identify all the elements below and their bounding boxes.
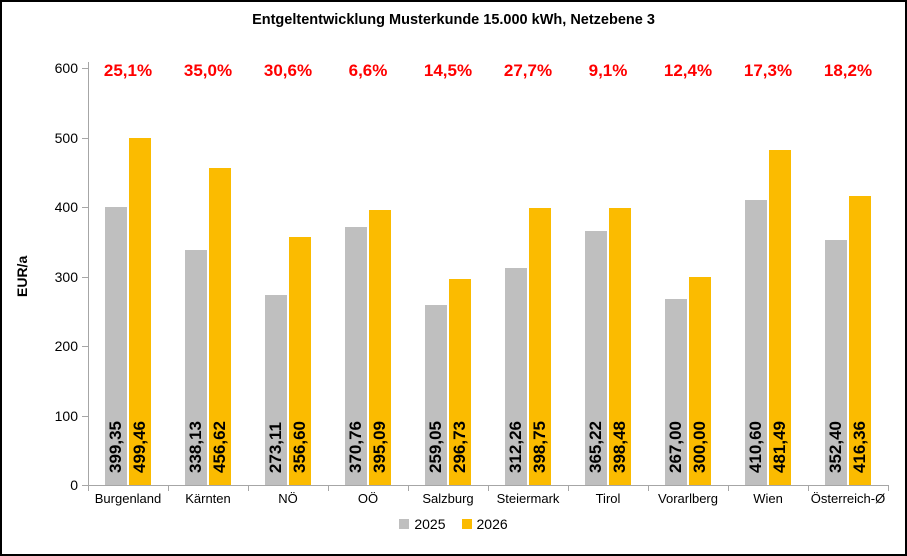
y-tick-label: 200: [54, 338, 78, 354]
percent-label: 12,4%: [663, 61, 713, 80]
category-label: Burgenland: [94, 491, 162, 506]
percent-label: 27,7%: [503, 61, 553, 80]
bar-2025: [505, 267, 527, 485]
bar-value-label: 300,00: [690, 421, 709, 473]
bar-2025: [185, 249, 207, 485]
y-tick-label: 400: [54, 199, 78, 215]
legend-label-2026: 2026: [476, 516, 508, 532]
percent-label: 25,1%: [103, 61, 153, 80]
bar-value-label: 499,46: [130, 421, 149, 473]
x-tick-mark: [648, 486, 649, 491]
bar-2026: [449, 278, 471, 485]
bar-2026: [289, 237, 311, 485]
category-label: Kärnten: [185, 491, 231, 506]
bar-value-label: 259,05: [426, 421, 445, 473]
bar-value-label: 399,35: [106, 421, 125, 473]
y-tick-mark: [82, 68, 88, 69]
category-label: Vorarlberg: [658, 491, 718, 506]
bar-2026: [529, 207, 551, 485]
y-tick-mark: [82, 137, 88, 139]
x-tick-mark: [488, 486, 489, 491]
x-tick-mark: [168, 486, 169, 491]
bar-value-label: 370,76: [346, 421, 365, 473]
bar-2025: [665, 299, 687, 485]
chart-title: Entgeltentwicklung Musterkunde 15.000 kW…: [252, 12, 655, 28]
bar-2026: [609, 208, 631, 485]
legend-swatch-2026: [461, 519, 472, 529]
category-label: Steiermark: [496, 491, 560, 506]
x-tick-mark: [888, 486, 889, 491]
legend-label-2025: 2025: [414, 516, 446, 532]
y-tick-mark: [82, 485, 88, 486]
y-tick-mark: [82, 346, 88, 347]
bar-value-label: 356,60: [290, 421, 309, 473]
x-tick-mark: [728, 486, 729, 491]
bar-2025: [105, 207, 127, 485]
percent-label: 17,3%: [743, 61, 793, 80]
bar-2025: [345, 227, 367, 485]
legend-item-2026: 2026: [461, 516, 508, 532]
bar-value-label: 338,13: [186, 421, 205, 473]
bar-value-label: 273,11: [266, 421, 285, 473]
percent-label: 30,6%: [263, 61, 313, 80]
bar-value-label: 395,09: [370, 421, 389, 473]
bar-2026: [769, 150, 791, 485]
bar-2025: [825, 240, 847, 485]
x-axis-line: [88, 485, 889, 486]
percent-label: 6,6%: [348, 61, 388, 80]
bar-2025: [745, 199, 767, 485]
bar-value-label: 416,36: [850, 421, 869, 473]
legend: 2025 2026: [0, 516, 907, 532]
bar-value-label: 267,00: [666, 421, 685, 473]
y-tick-mark: [82, 207, 88, 208]
bar-2026: [849, 195, 871, 485]
y-tick-label: 500: [54, 129, 78, 146]
category-label: OÖ: [357, 491, 379, 506]
y-tick-label: 600: [54, 60, 78, 76]
percent-label: 18,2%: [823, 61, 873, 80]
bar-value-label: 352,40: [826, 421, 845, 473]
bar-2026: [369, 210, 391, 485]
percent-label: 14,5%: [423, 61, 473, 80]
bar-2025: [585, 231, 607, 485]
y-axis-line: [88, 62, 89, 486]
x-tick-mark: [248, 486, 249, 491]
bar-value-label: 398,75: [530, 421, 549, 473]
y-tick-mark: [82, 415, 88, 417]
category-label: Salzburg: [422, 491, 474, 506]
x-tick-mark: [808, 486, 809, 491]
category-label: Tirol: [595, 491, 621, 506]
x-tick-mark: [568, 486, 569, 491]
y-tick-label: 100: [54, 407, 78, 424]
bar-2026: [689, 276, 711, 485]
category-label: NÖ: [278, 491, 298, 506]
bar-value-label: 398,48: [610, 421, 629, 473]
bar-value-label: 481,49: [770, 421, 789, 473]
bar-value-label: 312,26: [506, 421, 525, 473]
bar-2026: [129, 137, 151, 485]
legend-item-2025: 2025: [399, 516, 446, 532]
bar-value-label: 365,22: [586, 421, 605, 473]
category-label: Österreich-Ø: [810, 491, 886, 506]
percent-label: 9,1%: [588, 61, 628, 80]
y-tick-label: 300: [54, 268, 78, 285]
category-label: Wien: [753, 491, 783, 506]
y-tick-mark: [82, 276, 88, 278]
legend-swatch-2025: [399, 519, 410, 529]
y-tick-label: 0: [70, 477, 78, 493]
x-tick-mark: [88, 486, 89, 491]
bar-2025: [425, 304, 447, 485]
bar-value-label: 296,73: [450, 421, 469, 473]
percent-label: 35,0%: [183, 61, 233, 80]
x-tick-mark: [408, 486, 409, 491]
bar-value-label: 456,62: [210, 421, 229, 473]
bar-value-label: 410,60: [746, 421, 765, 473]
x-tick-mark: [328, 486, 329, 491]
bar-2026: [209, 167, 231, 485]
bar-2025: [265, 295, 287, 485]
